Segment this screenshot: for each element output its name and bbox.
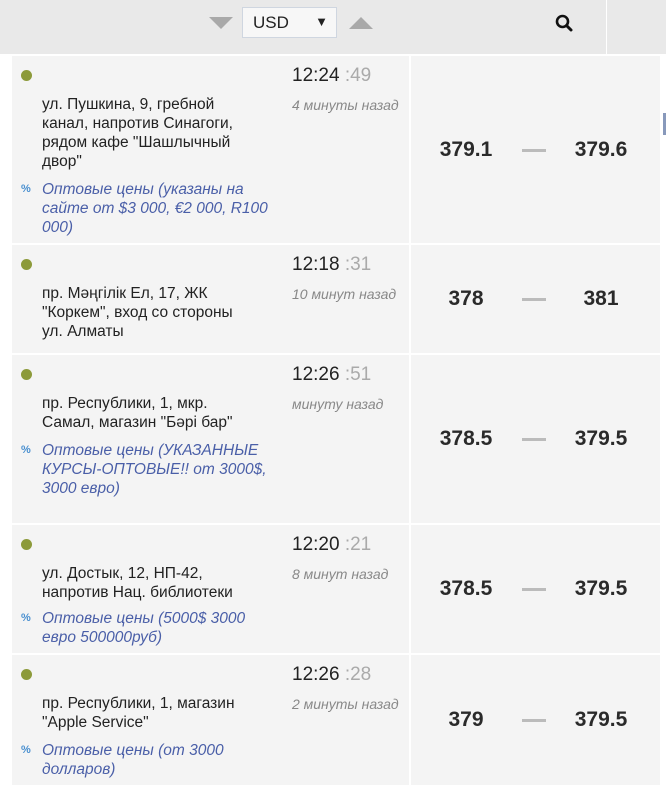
wholesale-note: Оптовые цены (указаны на сайте от $3 000… xyxy=(42,181,268,236)
update-time: 12:24 :49 xyxy=(292,65,371,87)
sell-rate: 379.6 xyxy=(574,137,628,161)
office-info: пр. Республики, 1, мкр. Самал, магазин "… xyxy=(12,355,409,523)
update-time: 12:26 :28 xyxy=(292,664,371,686)
sell-rate: 381 xyxy=(583,287,619,310)
currency-value: USD xyxy=(253,13,289,32)
office-info: ул. Достык, 12, НП-42, напротив Нац. биб… xyxy=(12,525,409,653)
sell-rate: 379.5 xyxy=(574,427,628,450)
buy-rate: 379 xyxy=(448,708,484,731)
rate-separator xyxy=(522,719,546,722)
rate-separator xyxy=(522,148,546,152)
office-address: пр. Республики, 1, мкр. Самал, магазин "… xyxy=(42,395,233,431)
wholesale-note: Оптовые цены (от 3000 долларов) xyxy=(42,742,224,778)
wholesale-note: Оптовые цены (5000$ 3000 евро 500000руб) xyxy=(42,610,246,646)
column-divider xyxy=(409,655,411,785)
office-address: ул. Пушкина, 9, гребной канал, напротив … xyxy=(42,96,233,170)
header-divider xyxy=(606,0,607,54)
exchange-row[interactable]: ул. Достык, 12, НП-42, напротив Нац. биб… xyxy=(12,525,660,653)
buy-rate: 378 xyxy=(448,287,484,310)
percent-icon: % xyxy=(21,744,31,756)
buy-rate: 378.5 xyxy=(439,427,493,450)
time-ago: 4 минуты назад xyxy=(292,97,399,113)
time-ago: 8 минут назад xyxy=(292,566,389,582)
exchange-row[interactable]: ул. Пушкина, 9, гребной канал, напротив … xyxy=(12,56,660,243)
time-seconds: :31 xyxy=(344,254,372,275)
office-info: пр. Республики, 1, магазин "Apple Servic… xyxy=(12,655,409,785)
rates: 378.5 379.5 xyxy=(411,525,660,653)
search-icon[interactable] xyxy=(553,12,575,34)
buy-rate: 379.1 xyxy=(439,137,493,161)
time-ago: 2 минуты назад xyxy=(292,696,399,712)
time-hm: 12:26 xyxy=(292,364,340,385)
column-divider xyxy=(409,355,411,523)
update-time: 12:26 :51 xyxy=(292,364,371,386)
office-info: ул. Пушкина, 9, гребной канал, напротив … xyxy=(12,56,409,243)
buy-rate: 378.5 xyxy=(439,577,493,600)
time-seconds: :49 xyxy=(344,65,372,86)
rates: 379 379.5 xyxy=(411,655,660,785)
percent-icon: % xyxy=(21,612,31,624)
rate-separator xyxy=(522,298,546,301)
sell-rate: 379.5 xyxy=(574,577,628,600)
online-status-icon xyxy=(21,70,32,81)
triangle-up-icon[interactable] xyxy=(349,17,373,29)
time-seconds: :51 xyxy=(344,364,372,385)
time-hm: 12:20 xyxy=(292,534,340,555)
time-ago: минуту назад xyxy=(292,396,384,412)
wholesale-note: Оптовые цены (УКАЗАННЫЕ КУРСЫ-ОПТОВЫЕ!! … xyxy=(42,442,267,497)
time-ago: 10 минут назад xyxy=(292,286,397,302)
online-status-icon xyxy=(21,539,32,550)
time-hm: 12:26 xyxy=(292,664,340,685)
scrollbar[interactable] xyxy=(663,113,666,135)
percent-icon: % xyxy=(21,444,31,456)
rates: 378 381 xyxy=(411,245,660,353)
update-time: 12:18 :31 xyxy=(292,254,371,276)
exchange-list: ул. Пушкина, 9, гребной канал, напротив … xyxy=(12,56,660,787)
column-divider xyxy=(409,525,411,653)
office-address: пр. Республики, 1, магазин "Apple Servic… xyxy=(42,695,235,731)
time-hm: 12:18 xyxy=(292,254,340,275)
time-hm: 12:24 xyxy=(292,65,340,86)
exchange-row[interactable]: пр. Республики, 1, магазин "Apple Servic… xyxy=(12,655,660,785)
currency-select[interactable]: USD ▼ xyxy=(242,7,337,38)
rates: 378.5 379.5 xyxy=(411,355,660,523)
update-time: 12:20 :21 xyxy=(292,534,371,556)
caret-down-icon: ▼ xyxy=(315,14,328,29)
exchange-row[interactable]: пр. Мәңгілік Ел, 17, ЖК "Коркем", вход с… xyxy=(12,245,660,353)
online-status-icon xyxy=(21,259,32,270)
time-seconds: :21 xyxy=(344,534,372,555)
office-address: пр. Мәңгілік Ел, 17, ЖК "Коркем", вход с… xyxy=(42,285,233,340)
rate-separator xyxy=(522,438,546,441)
triangle-down-icon[interactable] xyxy=(209,17,233,29)
column-divider xyxy=(409,56,411,243)
office-info: пр. Мәңгілік Ел, 17, ЖК "Коркем", вход с… xyxy=(12,245,409,353)
online-status-icon xyxy=(21,669,32,680)
toolbar: USD ▼ xyxy=(0,0,666,54)
sell-rate: 379.5 xyxy=(574,708,628,731)
office-address: ул. Достык, 12, НП-42, напротив Нац. биб… xyxy=(42,565,233,601)
rate-separator xyxy=(522,588,546,591)
column-divider xyxy=(409,245,411,353)
time-seconds: :28 xyxy=(344,664,372,685)
online-status-icon xyxy=(21,369,32,380)
percent-icon: % xyxy=(21,183,31,195)
exchange-row[interactable]: пр. Республики, 1, мкр. Самал, магазин "… xyxy=(12,355,660,523)
rates: 379.1 379.6 xyxy=(411,56,660,243)
